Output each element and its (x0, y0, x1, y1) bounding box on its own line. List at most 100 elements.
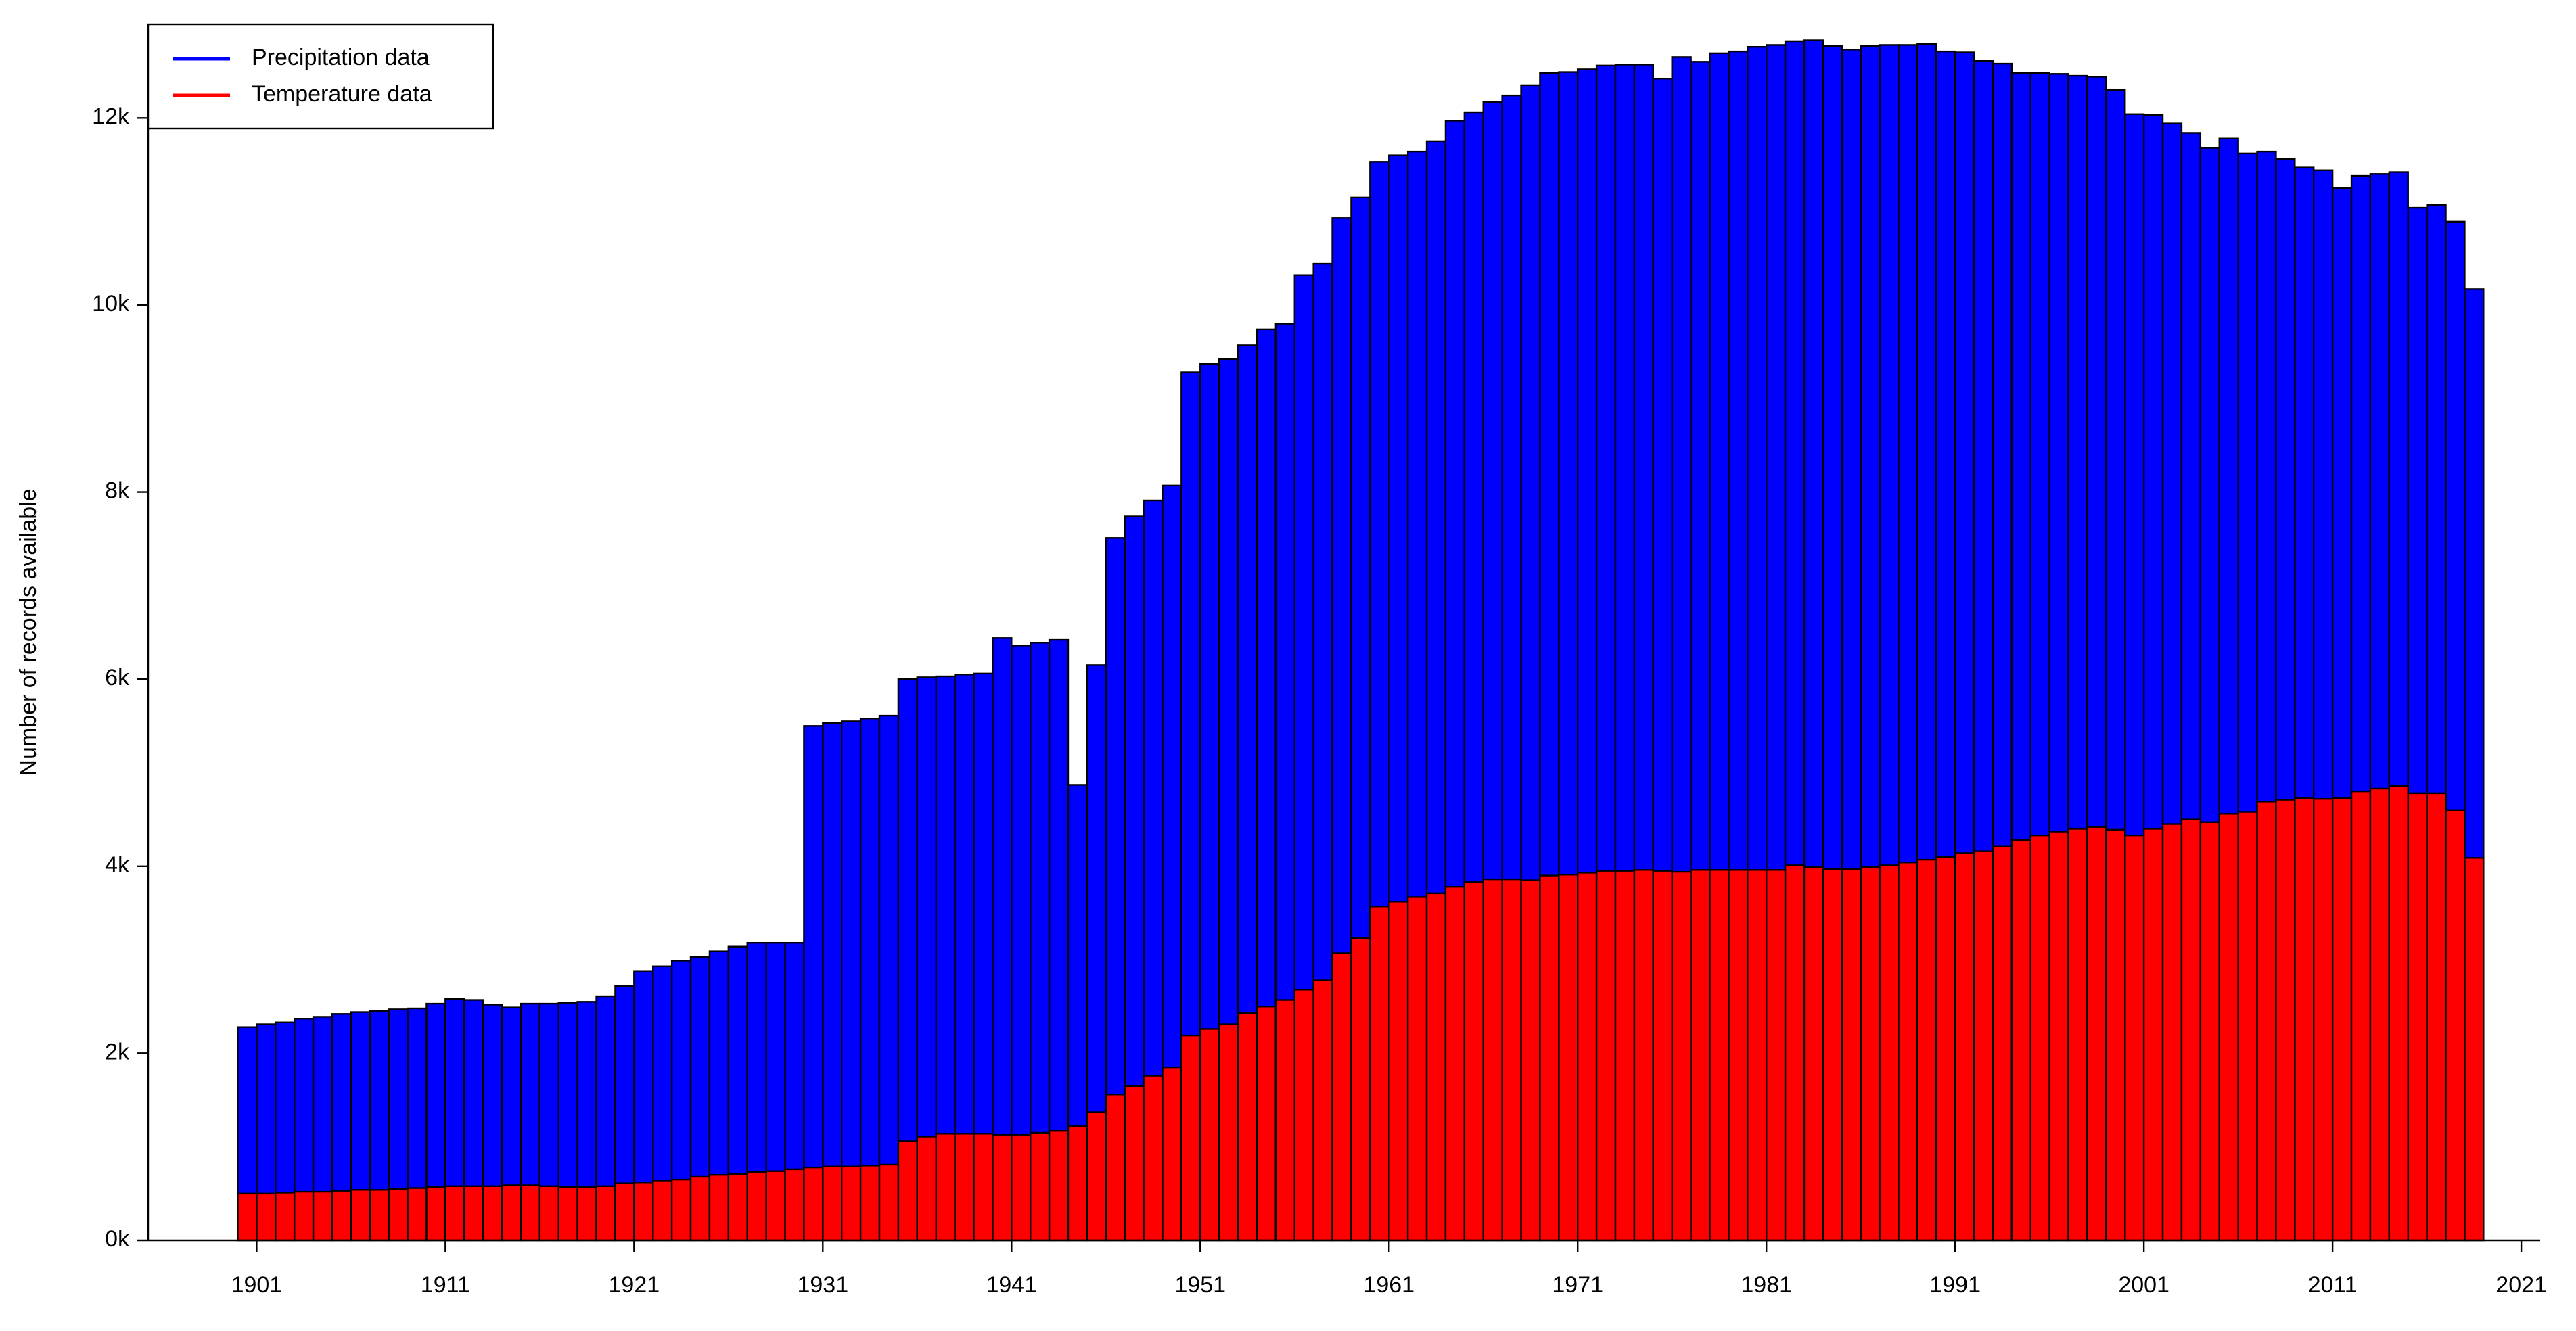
bar (1218, 1023, 1239, 1242)
x-tick-label: 1981 (1741, 1272, 1792, 1298)
bar (1879, 864, 1900, 1242)
bar (1822, 868, 1843, 1242)
bar (1784, 864, 1806, 1242)
bar (1331, 952, 1352, 1242)
bar (1388, 901, 1409, 1242)
bar (1162, 1066, 1182, 1242)
bar (1728, 869, 1749, 1242)
bar (803, 725, 824, 1242)
bar (822, 1165, 843, 1242)
bar (1614, 870, 1636, 1242)
bar (614, 1182, 635, 1242)
bar (803, 1166, 824, 1242)
bar (1048, 1129, 1070, 1242)
bar (237, 1192, 258, 1242)
bar (859, 718, 881, 1242)
legend-label: Precipitation data (252, 45, 430, 70)
bar (1086, 1111, 1107, 1242)
bar (897, 1140, 919, 1242)
bar (2350, 790, 2372, 1242)
bar (388, 1188, 409, 1242)
bar (689, 1175, 711, 1242)
bar (369, 1189, 390, 1242)
bar (1898, 862, 1918, 1242)
bar (2313, 797, 2334, 1242)
bar (727, 1173, 748, 1242)
bar (1463, 881, 1484, 1242)
bar (633, 1182, 654, 1242)
bar (841, 720, 862, 1242)
bar (1312, 979, 1333, 1242)
bar (2294, 797, 2315, 1242)
bar (2086, 826, 2107, 1242)
y-tick-label: 2k (105, 1039, 130, 1065)
bar (1105, 1094, 1126, 1242)
bar (2180, 818, 2202, 1242)
bar (1256, 1006, 1277, 1242)
bar (2369, 787, 2391, 1242)
bar (520, 1184, 541, 1242)
bar (444, 1185, 465, 1242)
x-tick-label: 1931 (797, 1272, 848, 1298)
bar (2237, 811, 2258, 1242)
bar (2464, 857, 2485, 1242)
x-tick-label: 2001 (2118, 1272, 2169, 1298)
bar (576, 1186, 597, 1242)
bar (1237, 1012, 1258, 1242)
bar (256, 1192, 277, 1242)
bar (1539, 874, 1560, 1242)
bar (2218, 813, 2239, 1242)
bar (2256, 801, 2277, 1242)
bar (557, 1186, 578, 1242)
bar (1652, 870, 1673, 1242)
x-tick-label: 1971 (1552, 1272, 1603, 1298)
bar (312, 1190, 334, 1242)
bar (878, 714, 900, 1242)
bar (2067, 828, 2088, 1242)
bar (1633, 869, 1655, 1242)
bar (1954, 852, 1975, 1242)
bar (1690, 869, 1711, 1242)
bar (2161, 823, 2183, 1242)
bar (859, 1165, 881, 1242)
bar (2388, 785, 2409, 1242)
bar (482, 1185, 503, 1242)
bar (2407, 792, 2428, 1242)
bar (1274, 999, 1295, 1242)
bar (1067, 1125, 1088, 1242)
bar (2426, 792, 2447, 1242)
bar (1709, 869, 1730, 1242)
bar (2445, 809, 2466, 1242)
bar (595, 1185, 616, 1242)
y-tick-label: 6k (105, 665, 130, 691)
bar (1558, 874, 1579, 1242)
bar (1425, 892, 1447, 1242)
bar (1029, 1131, 1051, 1242)
bar (1501, 878, 1522, 1242)
bar (501, 1184, 522, 1242)
bar (1199, 1028, 1220, 1242)
bar (1011, 1134, 1032, 1242)
y-tick-label: 8k (105, 478, 130, 504)
x-tick-label: 1921 (609, 1272, 660, 1298)
bar (1293, 989, 1314, 1242)
x-tick-label: 1941 (986, 1272, 1037, 1298)
bar (2010, 839, 2031, 1242)
bar (2331, 797, 2353, 1242)
legend-label: Temperature data (252, 81, 432, 107)
bar (784, 1168, 805, 1242)
bar (1520, 879, 1541, 1242)
bar (538, 1185, 559, 1242)
bar (1369, 906, 1390, 1242)
bar (350, 1189, 371, 1242)
bar (331, 1190, 352, 1242)
bar (2105, 828, 2126, 1242)
bar (1482, 878, 1503, 1242)
bar (1444, 885, 1466, 1242)
bar (935, 1133, 956, 1242)
x-tick-label: 1911 (421, 1272, 470, 1298)
y-tick-label: 12k (92, 103, 130, 129)
bar (1143, 1075, 1164, 1242)
bar (916, 1136, 937, 1242)
bar (1765, 869, 1787, 1242)
